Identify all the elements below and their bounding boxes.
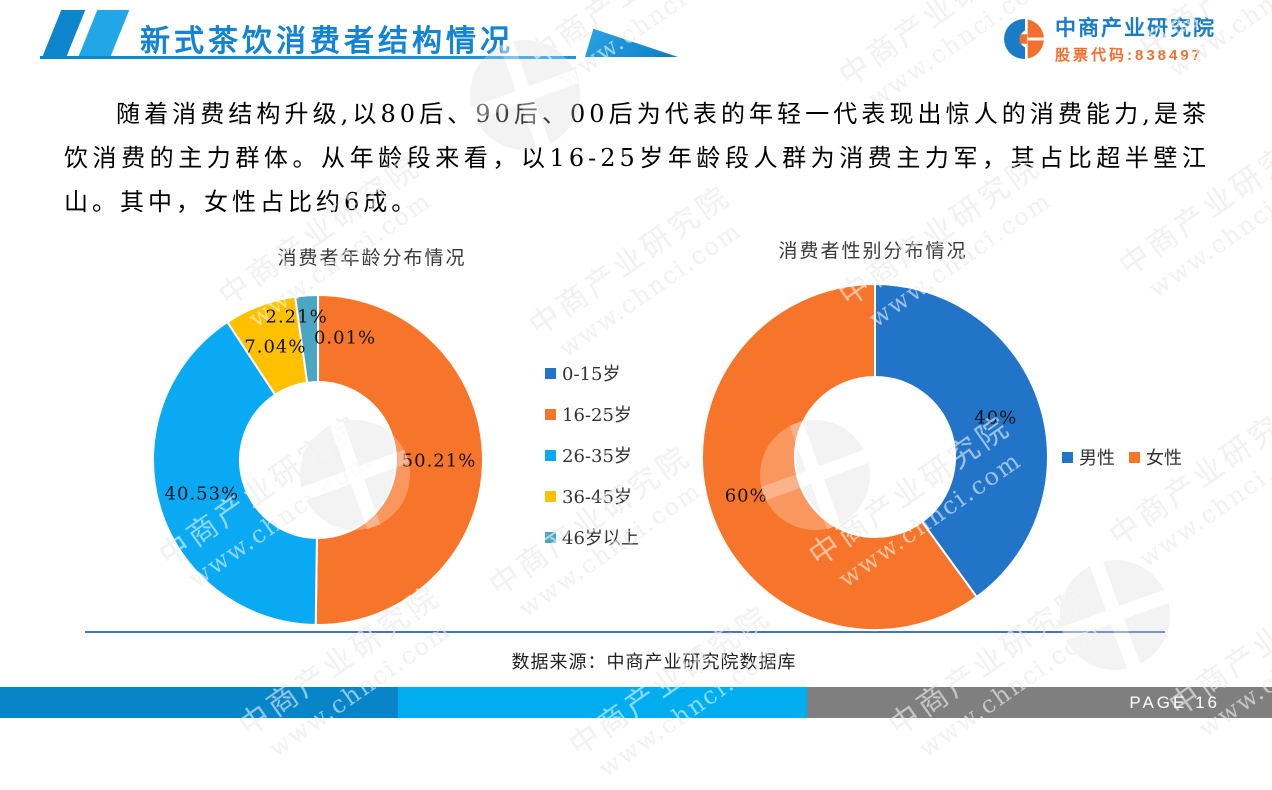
legend-label: 女性	[1146, 444, 1182, 470]
legend-item-女性: 女性	[1129, 444, 1182, 470]
legend-label: 26-35岁	[562, 442, 632, 468]
company-logo-icon	[1003, 18, 1045, 60]
legend-item-36-45岁: 36-45岁	[545, 483, 639, 509]
gender-chart-legend: 男性 女性	[1062, 444, 1196, 470]
footer-segment-gray: PAGE 16	[807, 687, 1272, 718]
watermark-logo-icon	[745, 405, 886, 546]
legend-item-26-35岁: 26-35岁	[545, 442, 639, 468]
legend-swatch	[545, 532, 556, 543]
company-logo: 中商产业研究院 股票代码:838497	[1003, 12, 1216, 65]
data-label-46岁以上: 2.21%	[266, 307, 328, 328]
legend-label: 0-15岁	[562, 360, 620, 386]
pie-slice-26-35岁	[153, 322, 317, 625]
page-number: PAGE 16	[1129, 693, 1272, 713]
age-chart-legend: 0-15岁 16-25岁 26-35岁 36-45岁 46岁以上	[545, 360, 639, 565]
footer-segment-blue	[0, 687, 398, 718]
legend-item-16-25岁: 16-25岁	[545, 401, 639, 427]
watermark-logo-icon	[285, 405, 426, 546]
legend-swatch	[1062, 452, 1073, 463]
legend-swatch	[545, 450, 556, 461]
pie-slice-女性	[702, 284, 977, 630]
legend-item-0-15岁: 0-15岁	[545, 360, 639, 386]
data-label-16-25岁: 50.21%	[402, 450, 477, 471]
data-label-26-35岁: 40.53%	[165, 483, 240, 504]
legend-label: 36-45岁	[562, 483, 632, 509]
legend-item-46岁以上: 46岁以上	[545, 524, 639, 550]
legend-label: 46岁以上	[562, 524, 639, 550]
stock-code: 股票代码:838497	[1055, 44, 1216, 65]
legend-swatch	[545, 409, 556, 420]
pie-slice-男性	[875, 284, 1048, 597]
company-name: 中商产业研究院	[1055, 12, 1216, 42]
header-arrow-icon	[585, 27, 678, 57]
page-title: 新式茶饮消费者结构情况	[140, 16, 514, 60]
watermark-logo-icon	[745, 405, 886, 546]
footer-bar: PAGE 16	[0, 687, 1272, 718]
footer-segment-cyan	[398, 687, 807, 718]
data-label-男性: 40%	[974, 407, 1017, 428]
age-chart-title: 消费者年龄分布情况	[277, 243, 466, 270]
header-underline	[40, 56, 576, 59]
data-source-note: 数据来源：中商产业研究院数据库	[18, 648, 1272, 674]
source-divider-line	[85, 631, 1165, 633]
watermark-logo-icon	[285, 405, 426, 546]
gender-chart-title: 消费者性别分布情况	[778, 236, 967, 263]
legend-swatch	[545, 491, 556, 502]
header-accent-parallelogram-1	[43, 10, 86, 56]
legend-label: 男性	[1079, 444, 1115, 470]
data-label-36-45岁: 7.04%	[244, 336, 306, 357]
legend-item-男性: 男性	[1062, 444, 1115, 470]
legend-swatch	[1129, 452, 1140, 463]
body-paragraph: 随着消费结构升级,以80后、90后、00后为代表的年轻一代表现出惊人的消费能力,…	[64, 92, 1210, 224]
header-accent-parallelogram-2	[79, 10, 130, 56]
legend-swatch	[545, 368, 556, 379]
data-label-0-15岁: 0.01%	[314, 328, 376, 349]
legend-label: 16-25岁	[562, 401, 632, 427]
data-label-女性: 60%	[725, 486, 768, 507]
